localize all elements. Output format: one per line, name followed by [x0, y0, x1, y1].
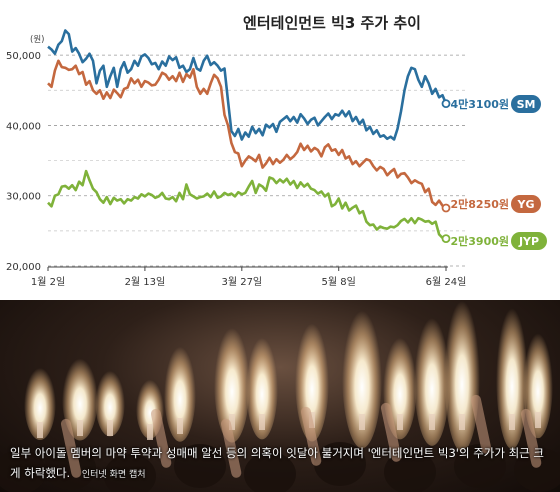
- crowd-silhouette: [104, 454, 156, 492]
- sparkler-bottle: [229, 414, 235, 430]
- concert-photo: [0, 300, 560, 492]
- series-end-label: 4만3100원: [450, 97, 509, 111]
- y-unit-label: (원): [30, 35, 44, 45]
- sparkler-bottle: [535, 412, 541, 428]
- series-end-point-jyp: [441, 234, 451, 243]
- series-badge: [511, 95, 541, 113]
- sparkler-fountain: [414, 304, 450, 446]
- sparkler-bottle: [359, 414, 365, 430]
- sparkler-bottle: [509, 414, 515, 430]
- raised-arm: [470, 394, 492, 454]
- sparkler-bottle: [107, 420, 113, 436]
- sparkler-bottle: [147, 424, 153, 440]
- raised-arm: [300, 406, 322, 466]
- x-tick-label: 1월 2일: [31, 276, 65, 288]
- y-tick-label: 50,000: [6, 51, 41, 62]
- sparkler-fountain: [342, 300, 382, 449]
- crowd-silhouette: [514, 448, 560, 492]
- series-end-label: 2만3900원: [450, 234, 509, 248]
- y-tick-label: 20,000: [6, 262, 41, 273]
- raised-arm: [520, 408, 542, 468]
- series-name-label: JYP: [518, 235, 539, 248]
- caption-text: 일부 아이돌 멤버의 마약 투약과 성매매 알선 등의 의혹이 잇달아 불거지며…: [10, 446, 544, 480]
- series-line-jyp: [47, 169, 447, 240]
- crowd-silhouette: [44, 446, 96, 490]
- x-tick-label: 5월 8일: [322, 276, 356, 288]
- stock-chart: 엔터테인먼트 빅3 주가 추이 (원) 20,000 30,000 40,000 50,0…: [6, 14, 547, 288]
- sparkler-bottle: [177, 418, 183, 434]
- raised-arm: [220, 418, 242, 478]
- sparkler-fountain: [214, 315, 250, 443]
- series-badge: [511, 232, 547, 250]
- x-tick-label: 3월 27일: [221, 276, 262, 288]
- chart-title: 엔터테인먼트 빅3 주가 추이: [243, 14, 421, 32]
- series-end-label: 2만8250원: [450, 197, 509, 211]
- sparkler-fountain: [62, 349, 98, 441]
- sparkler-fountain: [95, 363, 125, 437]
- sparkler-fountain: [496, 300, 528, 450]
- series-name-label: SM: [517, 98, 536, 111]
- raised-arm: [60, 418, 82, 478]
- sparkler-fountain: [24, 360, 56, 440]
- series-line-yg: [47, 59, 447, 210]
- photo-source: 인터넷 화면 캡처: [81, 470, 146, 480]
- sparkler-bottle: [37, 422, 43, 438]
- sparkler-bottle: [259, 414, 265, 430]
- photo-caption: 일부 아이돌 멤버의 마약 투약과 성매매 알선 등의 의혹이 잇달아 불거지며…: [10, 443, 550, 485]
- raised-arm: [380, 402, 402, 462]
- sparkler-bottle: [459, 414, 465, 430]
- sparkler-bottle: [77, 420, 83, 436]
- y-tick-label: 30,000: [6, 192, 41, 203]
- series-badge: [511, 195, 541, 213]
- y-tick-label: 40,000: [6, 121, 41, 132]
- sparkler-fountain: [523, 321, 553, 439]
- crowd-silhouette: [454, 444, 506, 488]
- sparkler-fountain: [444, 300, 480, 452]
- crowd-silhouette: [314, 442, 366, 486]
- series-name-label: YG: [517, 198, 535, 211]
- sparkler-fountain: [246, 326, 278, 440]
- crowd-silhouette: [174, 444, 226, 488]
- sparkler-bottle: [429, 414, 435, 430]
- stock-chart-svg: 엔터테인먼트 빅3 주가 추이 (원) 20,000 30,000 40,000 50,0…: [6, 14, 547, 288]
- crowd-silhouette: [244, 452, 296, 492]
- sparkler-fountain: [164, 336, 196, 442]
- raised-arm: [150, 408, 172, 468]
- series-end-point-yg: [441, 203, 451, 213]
- series-line-sm: [47, 29, 448, 141]
- sparkler-bottle: [397, 414, 403, 430]
- crowd-silhouette: [0, 450, 46, 492]
- x-tick-label: 2월 13일: [125, 276, 166, 288]
- x-tick-label: 6월 24일: [426, 276, 467, 288]
- series-end-point-sm: [441, 99, 451, 109]
- concert-photo-art: [0, 300, 560, 492]
